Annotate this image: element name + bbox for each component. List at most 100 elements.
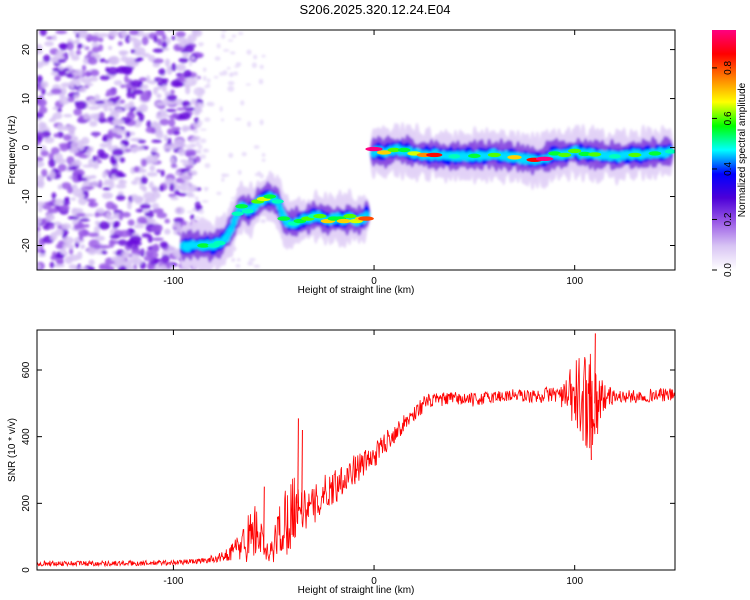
noise-blob — [67, 96, 75, 103]
noise-blob — [146, 120, 152, 128]
ridge-band-3 — [228, 224, 236, 233]
ridge-peak — [664, 149, 675, 154]
noise-blob — [125, 263, 133, 268]
spectrogram-y-axis-label: Frequency (Hz) — [7, 116, 18, 185]
noise-blob — [153, 35, 158, 43]
noise-blob — [185, 86, 191, 95]
noise-blob — [87, 56, 98, 65]
noise-blob — [54, 228, 64, 236]
noise-blob — [75, 50, 82, 56]
noise-blob — [99, 58, 106, 63]
noise-blob — [187, 159, 194, 167]
noise-blob — [114, 108, 123, 114]
noise-blob — [129, 138, 140, 142]
noise-blob — [67, 186, 74, 194]
faint-noise-dot — [204, 117, 211, 122]
noise-blob — [37, 61, 44, 69]
noise-blob — [122, 211, 131, 218]
noise-blob — [140, 158, 148, 167]
noise-blob — [77, 193, 85, 199]
noise-blob — [146, 93, 151, 99]
noise-blob — [150, 127, 156, 134]
noise-blob — [164, 218, 170, 224]
ridge-peak — [336, 218, 352, 224]
ridge-peak — [578, 151, 592, 157]
noise-blob — [78, 197, 88, 206]
faint-noise-dot — [231, 34, 237, 38]
spectral-ridge — [179, 122, 674, 270]
faint-noise-dot — [234, 117, 242, 121]
faint-noise-dot — [195, 140, 201, 147]
ridge-peak — [588, 152, 602, 157]
x-tick-label: 100 — [566, 576, 583, 587]
noise-blob — [161, 84, 167, 93]
noise-blob — [170, 89, 175, 95]
faint-noise-dot — [193, 76, 199, 82]
noise-blob — [98, 152, 110, 160]
noise-blob — [50, 231, 58, 241]
noise-blob — [183, 107, 196, 112]
x-tick-label: 100 — [566, 276, 583, 287]
noise-blob — [129, 235, 142, 243]
faint-noise-dot — [227, 85, 235, 92]
noise-blob — [37, 180, 43, 188]
noise-blob — [92, 155, 97, 163]
noise-blob — [37, 230, 41, 240]
snr-series-line — [37, 353, 675, 568]
ridge-peak — [313, 213, 327, 219]
noise-blob — [93, 225, 100, 235]
noise-blob — [156, 212, 168, 219]
faint-noise-dot — [226, 66, 231, 70]
noise-blob — [83, 112, 90, 120]
noise-blob — [88, 146, 94, 153]
noise-blob — [71, 54, 80, 61]
noise-blob — [88, 113, 101, 120]
noise-blob — [81, 77, 92, 84]
noise-blob — [193, 109, 201, 116]
noise-blob — [120, 84, 126, 89]
noise-blob — [164, 58, 171, 67]
faint-noise-dot — [245, 83, 252, 86]
snr-spike — [263, 486, 265, 551]
noise-blob — [57, 123, 63, 131]
noise-blob — [135, 208, 144, 213]
snr-y-axis-label: SNR (10 * v/v) — [7, 418, 18, 482]
noise-blob — [180, 159, 189, 163]
faint-noise-dot — [235, 62, 242, 67]
noise-blob — [152, 48, 164, 53]
y-tick-label: 200 — [21, 495, 32, 512]
noise-blob — [81, 136, 90, 145]
noise-blob — [127, 87, 132, 94]
noise-blob — [90, 69, 100, 77]
noise-blob — [155, 101, 165, 107]
noise-blob — [173, 82, 185, 87]
noise-blob — [42, 54, 51, 63]
noise-blob — [41, 169, 48, 177]
noise-blob — [106, 66, 119, 76]
faint-noise-dot — [184, 189, 190, 193]
faint-noise-dot — [237, 258, 241, 262]
noise-blob — [146, 154, 157, 164]
noise-blob — [131, 180, 138, 185]
noise-blob — [72, 71, 84, 77]
faint-noise-dot — [219, 71, 225, 76]
ridge-peak — [235, 204, 248, 209]
ridge-peak — [358, 216, 374, 221]
noise-blob — [175, 37, 187, 42]
noise-blob — [151, 185, 158, 194]
noise-blob — [38, 106, 48, 114]
noise-blob — [101, 192, 114, 199]
noise-blob — [91, 35, 100, 43]
snr-spike — [297, 418, 299, 504]
ridge-peak — [568, 148, 582, 154]
faint-noise-dot — [228, 152, 234, 158]
faint-noise-dot — [200, 138, 207, 144]
faint-noise-dot — [235, 264, 241, 268]
noise-blob — [166, 246, 176, 252]
faint-noise-dot — [202, 67, 207, 72]
y-tick-label: 0 — [21, 144, 32, 150]
noise-blob — [141, 36, 149, 46]
noise-blob — [94, 94, 101, 102]
noise-blob — [44, 41, 54, 47]
